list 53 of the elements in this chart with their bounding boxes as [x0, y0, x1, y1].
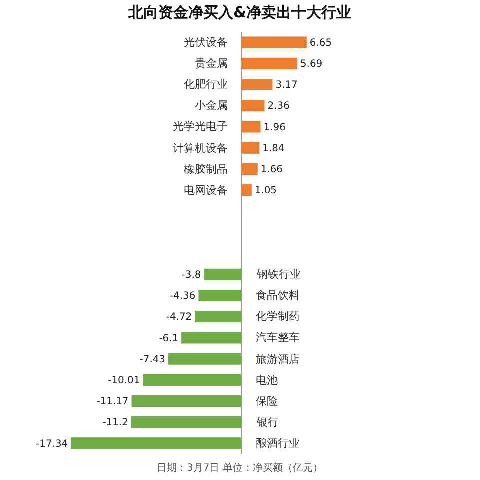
y-tick-label: 酿酒行业 [256, 437, 300, 450]
data-label: -11.2 [102, 418, 128, 429]
data-label: -17.34 [36, 438, 68, 450]
data-label: -3.8 [182, 270, 202, 281]
y-tick-label: 计算机设备 [173, 142, 228, 155]
data-label: 1.84 [262, 143, 285, 154]
y-tick-label: 光学光电子 [173, 120, 228, 133]
bar [168, 353, 242, 365]
data-label: 3.17 [276, 80, 298, 92]
data-label: -4.72 [166, 312, 192, 324]
data-label: 6.65 [310, 38, 332, 49]
y-tick-label: 钢铁行业 [256, 268, 301, 281]
bar [131, 416, 242, 428]
bar [242, 142, 260, 154]
data-label: 5.69 [300, 58, 323, 70]
y-tick-label: 保险 [256, 395, 278, 408]
y-tick-label: 银行 [256, 416, 279, 429]
bar [143, 374, 242, 386]
y-tick-label: 化肥行业 [184, 78, 228, 91]
data-label: 1.66 [260, 164, 283, 176]
y-tick-label: 食品饮料 [256, 289, 300, 302]
data-label: -11.17 [96, 396, 129, 408]
bar [198, 290, 242, 302]
y-tick-label: 光伏设备 [184, 36, 228, 49]
y-tick-label: 旅游酒店 [256, 353, 300, 366]
bar [242, 78, 273, 91]
bar [242, 121, 261, 133]
y-tick-label: 化学制药 [256, 310, 300, 323]
data-label: -6.1 [159, 333, 179, 344]
y-tick-label: 贵金属 [195, 57, 228, 70]
text: 日期：3月7日 单位：净买额（亿元） [157, 462, 323, 474]
bar [242, 58, 298, 70]
bar [204, 268, 242, 280]
data-label: 1.05 [254, 186, 277, 197]
bar [71, 438, 242, 450]
y-tick-label: 小金属 [195, 99, 228, 112]
bar [182, 332, 242, 344]
y-tick-label: 电池 [256, 374, 278, 387]
data-label: -7.43 [140, 354, 166, 366]
bar [242, 100, 265, 112]
data-label: 1.96 [264, 122, 286, 134]
y-tick-label: 电网设备 [184, 184, 228, 197]
bar [132, 395, 242, 408]
data-label: 2.36 [268, 101, 290, 112]
bar [242, 184, 252, 196]
y-tick-label: 汽车整车 [256, 331, 300, 344]
y-tick-label: 橡胶制品 [184, 163, 228, 176]
bar [242, 36, 307, 48]
bar [195, 311, 242, 323]
data-label: -10.01 [108, 375, 140, 386]
data-label: -4.36 [170, 291, 196, 302]
chart-title: 北向资金净买入&净卖出十大行业 [127, 4, 352, 22]
bar [242, 163, 258, 175]
